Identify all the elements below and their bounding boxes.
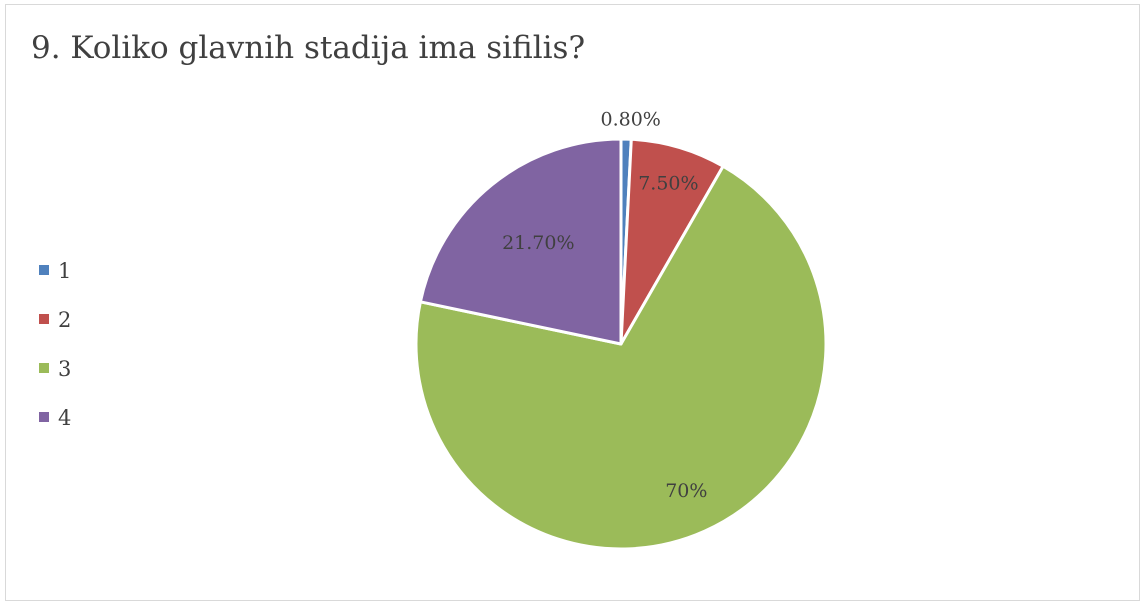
legend-swatch-3 [39,363,49,373]
legend-label-4: 4 [58,406,71,430]
legend-label-2: 2 [58,308,71,332]
chart-title: 9. Koliko glavnih stadija ima sifilis? [31,30,586,66]
data-label-3: 70% [665,480,707,502]
pie-slice-4[interactable] [418,137,623,346]
data-label-1: 0.80% [600,109,660,131]
legend: 1 2 3 4 [39,259,71,430]
pie-slice-3[interactable] [414,164,828,551]
data-label-4: 21.70% [502,232,574,254]
legend-swatch-1 [39,265,49,275]
data-labels: 0.80% 7.50% 70% 21.70% [502,109,707,502]
legend-swatch-4 [39,412,49,422]
data-label-2: 7.50% [638,173,698,195]
pie-slices [414,137,828,551]
pie-slice-2[interactable] [619,137,725,346]
legend-swatch-2 [39,314,49,324]
legend-label-3: 3 [58,357,71,381]
legend-label-1: 1 [58,259,71,283]
